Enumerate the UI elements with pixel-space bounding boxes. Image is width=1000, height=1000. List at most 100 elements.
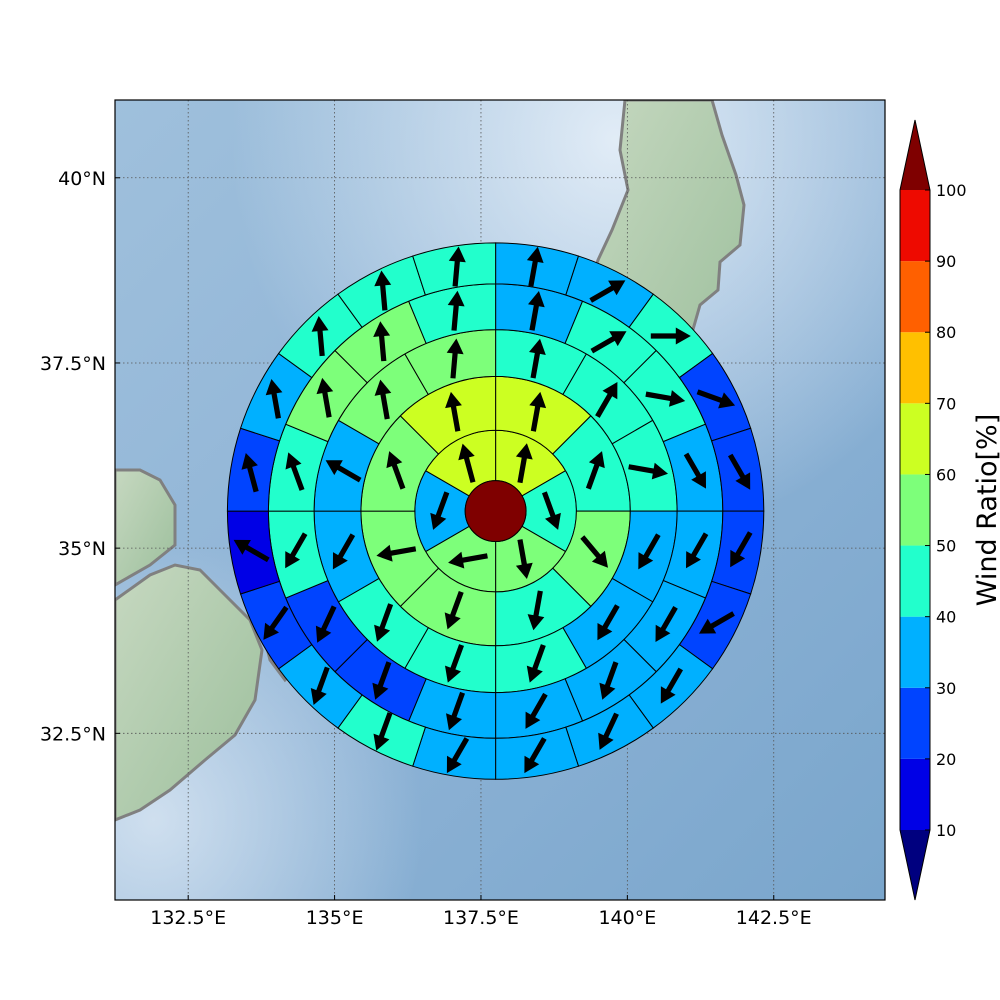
colorbar-label: Wind Ratio[%] xyxy=(972,414,1000,606)
colorbar-tick-label-9: 100 xyxy=(936,181,967,200)
wind-direction-arrows xyxy=(233,246,753,774)
wind-arrow-ring5-7 xyxy=(699,611,735,634)
wind-arrow-ring2-6 xyxy=(376,544,417,562)
y-tick-label-2: 37.5°N xyxy=(40,353,106,375)
colorbar-tick-label-8: 90 xyxy=(936,252,956,271)
wind-arrow-ring2-5 xyxy=(444,591,464,630)
wind-arrow-ring4-12 xyxy=(285,532,308,569)
wind-arrow-ring5-17 xyxy=(265,379,283,419)
colorbar-over-triangle xyxy=(900,120,930,190)
colorbar: 10 20 30 40 50 60 70 80 90 100 Wind Rati… xyxy=(899,119,1000,901)
wind-arrow-ring3-11 xyxy=(374,379,392,420)
wind-arrow-ring5-5 xyxy=(728,453,751,490)
wind-arrow-ring5-13 xyxy=(310,666,330,705)
wind-arrow-ring4-8 xyxy=(525,692,548,729)
colorbar-band-20-30 xyxy=(900,687,930,759)
wind-arrow-ring5-19 xyxy=(374,270,392,311)
wind-arrow-ring4-3 xyxy=(645,390,686,407)
colorbar-tick-label-5: 60 xyxy=(936,465,956,484)
colorbar-band-80-90 xyxy=(900,261,930,333)
wind-arrow-ring3-3 xyxy=(628,462,668,480)
y-tick-label-0: 32.5°N xyxy=(40,723,106,745)
colorbar-band-50-60 xyxy=(900,474,930,546)
x-tick-label-4: 142.5°E xyxy=(736,907,812,929)
wind-arrow-ring5-4 xyxy=(696,389,736,409)
x-tick-label-0: 132.5°E xyxy=(150,907,226,929)
center-disk xyxy=(464,480,527,543)
map-frame xyxy=(114,99,886,901)
colorbar-tick-label-7: 80 xyxy=(936,323,956,342)
wind-arrow-ring4-16 xyxy=(447,290,465,331)
wind-arrow-ring1-1 xyxy=(515,443,533,484)
wind-arrow-ring1-6 xyxy=(458,443,476,483)
colorbar-band-90-100 xyxy=(900,190,930,262)
wind-arrow-ring2-3 xyxy=(580,535,608,568)
wind-arrow-ring5-3 xyxy=(650,327,691,345)
wind-arrow-ring4-14 xyxy=(316,377,334,418)
wind-arrow-ring3-9 xyxy=(332,533,356,570)
wind-arrow-ring3-1 xyxy=(529,338,546,379)
colorbar-under-triangle xyxy=(900,830,930,900)
wind-arrow-ring5-6 xyxy=(730,531,753,568)
colorbar-band-70-80 xyxy=(900,332,930,404)
y-tick-label-3: 40°N xyxy=(58,168,106,190)
wind-arrow-ring5-12 xyxy=(373,712,393,751)
colorbar-tick-label-4: 50 xyxy=(936,537,956,556)
x-tick-label-1: 135°E xyxy=(306,907,364,929)
wind-arrow-ring5-2 xyxy=(589,280,626,303)
wind-arrow-ring5-1 xyxy=(526,246,544,287)
wind-arrow-ring5-14 xyxy=(263,605,289,640)
colorbar-band-60-70 xyxy=(900,403,930,475)
wind-arrow-ring1-5 xyxy=(430,491,450,530)
land-korea-edge xyxy=(115,468,177,587)
wind-arrow-ring4-7 xyxy=(599,661,619,700)
colorbar-band-30-40 xyxy=(900,616,930,688)
wind-arrow-ring4-10 xyxy=(372,661,392,700)
colorbar-band-40-50 xyxy=(900,545,930,617)
wind-arrow-ring5-20 xyxy=(448,246,466,287)
wind-arrow-ring2-1 xyxy=(529,391,547,432)
wind-arrow-ring3-7 xyxy=(445,644,464,683)
wind-arrow-ring3-4 xyxy=(638,533,661,570)
wind-arrow-ring2-7 xyxy=(386,451,406,490)
wind-arrow-ring5-9 xyxy=(598,712,619,750)
wind-arrow-ring1-2 xyxy=(542,491,561,530)
wind-arrow-ring5-18 xyxy=(311,316,329,357)
wind-arrow-ring4-11 xyxy=(315,605,337,643)
wind-arrow-ring5-15 xyxy=(233,539,270,563)
wind-arrow-ring4-5 xyxy=(686,532,709,569)
wind-arrow-ring3-10 xyxy=(325,460,362,483)
wind-arrow-ring4-9 xyxy=(446,691,465,731)
wind-arrow-ring5-16 xyxy=(241,453,259,493)
wind-arrow-ring3-2 xyxy=(595,382,618,418)
wind-arrow-ring3-12 xyxy=(446,338,464,379)
wind-arrow-ring1-3 xyxy=(515,539,533,579)
x-axis: 132.5°E 135°E 137.5°E 140°E 142.5°E xyxy=(150,895,812,929)
wind-arrow-ring3-8 xyxy=(374,603,394,642)
wind-arrow-ring4-15 xyxy=(373,321,391,362)
wind-arrow-ring4-1 xyxy=(528,291,545,331)
colorbar-tick-label-6: 70 xyxy=(936,394,956,413)
wind-arrow-ring2-4 xyxy=(527,590,545,631)
colorbar-tick-label-1: 20 xyxy=(936,750,956,769)
y-axis: 32.5°N 35°N 37.5°N 40°N xyxy=(40,168,120,745)
wind-ratio-sectors xyxy=(226,242,765,780)
wind-arrow-ring5-11 xyxy=(446,737,470,774)
x-tick-label-3: 140°E xyxy=(598,907,656,929)
wind-arrow-ring4-13 xyxy=(285,452,305,491)
wind-arrow-ring1-4 xyxy=(448,551,488,569)
wind-arrow-ring3-6 xyxy=(526,644,546,683)
wind-arrow-ring5-8 xyxy=(660,667,683,704)
map-axes xyxy=(114,99,886,901)
colorbar-tick-label-2: 30 xyxy=(936,679,956,698)
colorbar-tick-label-0: 10 xyxy=(936,821,956,840)
wind-arrow-ring4-6 xyxy=(655,606,678,642)
colorbar-tick-label-3: 40 xyxy=(936,608,956,627)
wind-arrow-ring2-8 xyxy=(445,391,462,432)
y-tick-label-1: 35°N xyxy=(58,538,106,560)
wind-arrow-ring4-2 xyxy=(590,331,627,354)
wind-arrow-ring5-10 xyxy=(524,737,547,774)
wind-arrow-ring2-2 xyxy=(585,451,605,490)
x-tick-label-2: 137.5°E xyxy=(443,907,519,929)
